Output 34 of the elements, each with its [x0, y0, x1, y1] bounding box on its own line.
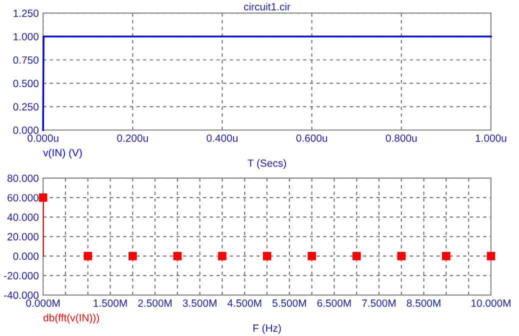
- series-label: v(IN) (V): [43, 148, 82, 158]
- x-tick-label: 10.000M: [472, 299, 510, 307]
- x-axis-title: F (Hz): [253, 324, 281, 334]
- x-tick-label: 0.800u: [386, 134, 417, 142]
- y-tick-label: 0.000: [13, 252, 39, 260]
- x-tick-label: 1.500M: [94, 299, 127, 307]
- chart-title: circuit1.cir: [244, 2, 290, 10]
- y-tick-label: -40.000: [4, 292, 39, 299]
- x-tick-label: 6.500M: [317, 299, 351, 307]
- x-tick-label: 0.600u: [296, 134, 328, 142]
- y-tick-label: 0.500: [13, 80, 39, 88]
- y-tick-label: 1.250: [14, 10, 39, 17]
- y-tick-label: 1.000: [14, 32, 39, 40]
- x-axis-title: T (Secs): [248, 159, 286, 169]
- y-tick-label: 0.750: [13, 56, 39, 64]
- x-tick-label: 7.500M: [362, 299, 396, 307]
- x-tick-label: 2.500M: [138, 299, 172, 307]
- y-tick-label: 40.000: [7, 214, 39, 221]
- y-tick-label: 60.000: [8, 194, 39, 202]
- x-tick-label: 4.500M: [228, 299, 262, 307]
- x-tick-label: 3.500M: [182, 299, 216, 307]
- y-tick-label: -20.000: [4, 272, 39, 280]
- y-tick-label: 80.000: [8, 174, 39, 182]
- x-tick-label: 1.000u: [476, 134, 506, 142]
- text: db(fft(v(IN))): [44, 314, 99, 324]
- y-tick-label: 20.000: [8, 233, 39, 240]
- x-tick-label: 8.500M: [406, 299, 440, 307]
- x-tick-label: 0.000u: [28, 134, 58, 142]
- y-tick-label: 0.250: [13, 103, 39, 111]
- x-tick-label: 5.500M: [272, 299, 306, 307]
- y-tick-label: 0.000: [13, 126, 39, 134]
- x-tick-label: 0.000M: [26, 299, 60, 307]
- x-tick-label: 0.400u: [206, 134, 238, 142]
- x-tick-label: 0.200u: [117, 134, 148, 142]
